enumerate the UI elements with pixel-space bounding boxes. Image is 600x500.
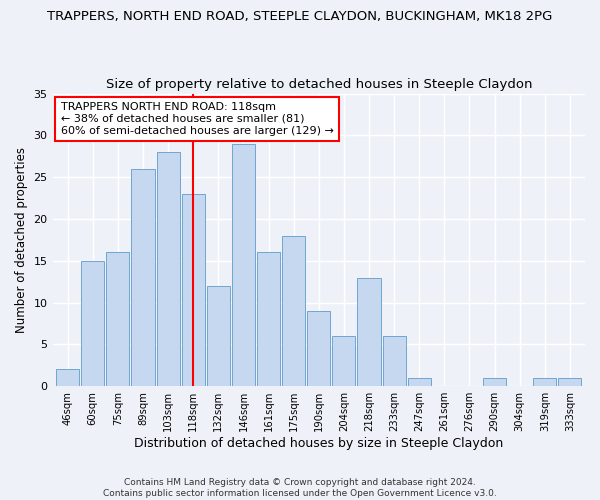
Bar bbox=[383, 336, 406, 386]
Bar bbox=[81, 261, 104, 386]
Bar bbox=[207, 286, 230, 386]
Bar bbox=[282, 236, 305, 386]
Bar bbox=[131, 169, 155, 386]
Bar bbox=[106, 252, 130, 386]
Title: Size of property relative to detached houses in Steeple Claydon: Size of property relative to detached ho… bbox=[106, 78, 532, 91]
Text: TRAPPERS NORTH END ROAD: 118sqm
← 38% of detached houses are smaller (81)
60% of: TRAPPERS NORTH END ROAD: 118sqm ← 38% of… bbox=[61, 102, 334, 136]
Bar bbox=[182, 194, 205, 386]
Bar bbox=[332, 336, 355, 386]
Bar bbox=[358, 278, 380, 386]
Bar bbox=[407, 378, 431, 386]
Bar bbox=[483, 378, 506, 386]
X-axis label: Distribution of detached houses by size in Steeple Claydon: Distribution of detached houses by size … bbox=[134, 437, 503, 450]
Bar bbox=[56, 370, 79, 386]
Y-axis label: Number of detached properties: Number of detached properties bbox=[15, 147, 28, 333]
Bar bbox=[157, 152, 179, 386]
Text: TRAPPERS, NORTH END ROAD, STEEPLE CLAYDON, BUCKINGHAM, MK18 2PG: TRAPPERS, NORTH END ROAD, STEEPLE CLAYDO… bbox=[47, 10, 553, 23]
Bar bbox=[559, 378, 581, 386]
Bar bbox=[533, 378, 556, 386]
Bar bbox=[257, 252, 280, 386]
Bar bbox=[307, 311, 331, 386]
Bar bbox=[232, 144, 255, 386]
Text: Contains HM Land Registry data © Crown copyright and database right 2024.
Contai: Contains HM Land Registry data © Crown c… bbox=[103, 478, 497, 498]
